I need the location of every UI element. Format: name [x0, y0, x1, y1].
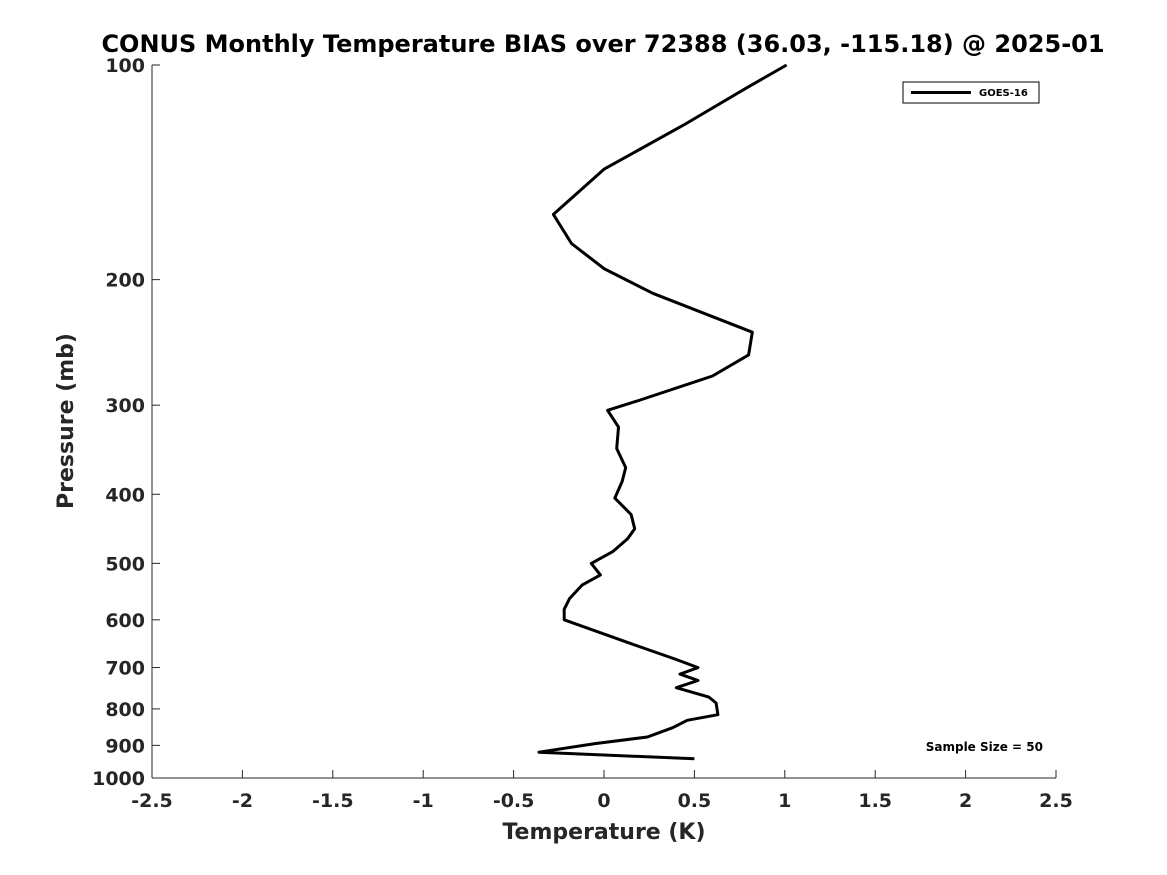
x-tick-label: 0 — [597, 790, 610, 812]
legend-entry-goes-16: GOES-16 — [979, 88, 1028, 99]
x-tick-label: 2.5 — [1039, 790, 1073, 812]
x-axis-label: Temperature (K) — [502, 820, 705, 845]
y-tick-label: 700 — [105, 658, 145, 680]
chart-title: CONUS Monthly Temperature BIAS over 7238… — [101, 30, 1104, 58]
legend: GOES-16 — [902, 81, 1040, 104]
y-tick-label: 300 — [105, 395, 145, 417]
x-tick-label: 1.5 — [858, 790, 892, 812]
y-axis-label: Pressure (mb) — [54, 333, 79, 509]
series-line-goes-16 — [537, 63, 788, 761]
y-tick-label: 400 — [105, 484, 145, 506]
y-tick-label: 200 — [105, 270, 145, 292]
y-tick-label: 1000 — [92, 768, 145, 790]
x-tick-label: 2 — [959, 790, 972, 812]
plot-axes — [151, 65, 1056, 779]
x-tick-label: -1 — [413, 790, 434, 812]
x-tick-label: 0.5 — [678, 790, 712, 812]
y-tick-label: 600 — [105, 610, 145, 632]
y-tick-label: 800 — [105, 699, 145, 721]
y-tick-label: 500 — [105, 553, 145, 575]
x-axis-ticks: -2.5 -2 -1.5 -1 -0.5 0 0.5 1 1.5 2 2.5 — [131, 770, 1073, 812]
y-tick-label: 100 — [105, 55, 145, 77]
y-axis-ticks: 100 200 300 400 500 600 700 800 900 1000 — [92, 55, 160, 790]
x-tick-label: -0.5 — [493, 790, 535, 812]
y-tick-label: 900 — [105, 735, 145, 757]
x-tick-label: -2 — [232, 790, 253, 812]
sample-size-annotation: Sample Size = 50 — [926, 740, 1043, 754]
x-tick-label: -1.5 — [312, 790, 354, 812]
x-tick-label: -2.5 — [131, 790, 173, 812]
x-tick-label: 1 — [778, 790, 791, 812]
